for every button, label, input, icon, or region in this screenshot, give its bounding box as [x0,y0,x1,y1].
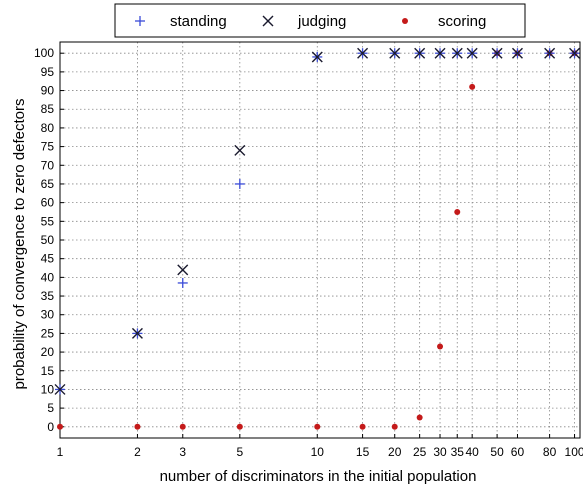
y-tick-label: 0 [47,420,54,434]
legend-marker-scoring [402,18,408,24]
scoring-point [359,423,366,430]
grid [59,42,580,438]
standing-point [177,277,188,288]
scoring-point [416,414,423,421]
legend-label-scoring: scoring [438,13,486,30]
y-tick-label: 30 [41,308,55,322]
y-tick-label: 25 [41,326,55,340]
legend-label-judging: judging [297,13,346,30]
y-tick-label: 70 [41,158,55,172]
x-axis: 1 2 3 5 10 15 20 25 30 35 40 50 60 80 100 [57,434,583,459]
legend: standing judging scoring [114,3,526,38]
scoring-point [469,83,476,90]
y-tick-label: 90 [41,84,55,98]
scoring-point [236,423,243,430]
y-tick-label: 20 [41,345,55,359]
x-tick-label: 50 [490,445,504,459]
x-tick-label: 1 [57,445,64,459]
y-tick-label: 85 [41,102,55,116]
y-axis: 0 5 10 15 20 25 30 35 40 45 50 55 60 65 70 75 80 85 90 95 10… [34,46,64,434]
scoring-point [179,423,186,430]
x-tick-label: 3 [179,445,186,459]
x-tick-label: 30 [433,445,447,459]
y-axis-label: probability of convergence to zero defec… [11,99,28,390]
judging-point [414,47,426,59]
x-tick-label: 80 [543,445,557,459]
y-tick-label: 45 [41,252,55,266]
x-tick-label: 35 [451,445,465,459]
judging-point [511,47,523,59]
judging-point [357,47,369,59]
scoring-point [437,343,444,350]
x-tick-label: 25 [413,445,427,459]
scoring-point [134,423,141,430]
y-tick-label: 65 [41,177,55,191]
y-tick-label: 5 [47,401,54,415]
judging-point [434,47,446,59]
judging-point [544,47,556,59]
scoring-point [314,423,321,430]
judging-point [234,144,246,156]
x-axis-label: number of discriminators in the initial … [160,468,477,485]
x-tick-label: 20 [388,445,402,459]
standing-point [234,178,245,189]
scoring-point [391,423,398,430]
y-tick-label: 55 [41,214,55,228]
x-tick-label: 10 [311,445,325,459]
judging-point [569,47,581,59]
x-tick-label: 15 [356,445,370,459]
y-tick-label: 40 [41,270,55,284]
judging-point [451,47,463,59]
y-tick-label: 80 [41,121,55,135]
legend-marker-judging [262,15,274,27]
y-tick-label: 75 [41,140,55,154]
judging-point [389,47,401,59]
judging-point [54,383,66,395]
y-tick-label: 95 [41,65,55,79]
judging-point [177,264,189,276]
judging-point [466,47,478,59]
legend-marker-standing [135,16,145,26]
y-tick-label: 50 [41,233,55,247]
y-tick-label: 60 [41,196,55,210]
x-tick-label: 2 [134,445,141,459]
y-tick-label: 10 [41,382,55,396]
x-tick-label: 5 [236,445,243,459]
judging-point [491,47,503,59]
scoring-point [57,423,63,430]
scoring-point [454,208,461,215]
y-tick-label: 15 [41,364,55,378]
legend-label-standing: standing [170,13,227,30]
x-tick-label: 60 [511,445,525,459]
x-tick-label: 100 [565,445,583,459]
y-tick-label: 35 [41,289,55,303]
data-markers [54,47,581,430]
legend-box [114,3,526,38]
y-tick-label: 100 [34,46,54,60]
judging-point [311,51,323,63]
judging-point [131,327,143,339]
x-tick-label: 40 [465,445,479,459]
